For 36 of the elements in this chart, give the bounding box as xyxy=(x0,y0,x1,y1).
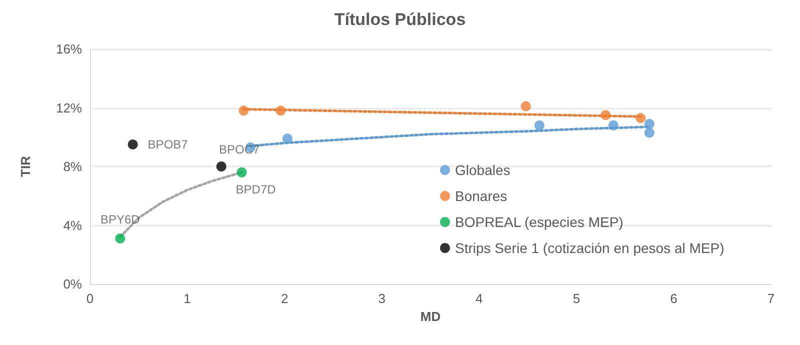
point xyxy=(276,106,286,116)
point xyxy=(236,167,247,178)
legend-label: BOPREAL (especies MEP) xyxy=(455,214,624,230)
point xyxy=(115,233,126,244)
annotation: BPOB7 xyxy=(148,137,188,152)
x-tick-label: 4 xyxy=(476,291,483,306)
point xyxy=(238,106,249,116)
x-tick-label: 7 xyxy=(767,291,775,306)
y-tick-label: 4% xyxy=(63,218,82,233)
x-tick-label: 5 xyxy=(572,291,580,306)
point xyxy=(216,162,226,172)
x-tick-label: 6 xyxy=(670,291,678,306)
legend-label: Bonares xyxy=(455,188,508,204)
chart-title: Títulos Públicos xyxy=(334,10,466,29)
point xyxy=(282,134,292,144)
x-tick-label: 3 xyxy=(378,291,386,306)
y-axis-title: TIR xyxy=(18,155,33,177)
legend-label: Globales xyxy=(455,162,510,178)
point xyxy=(644,128,654,138)
point xyxy=(608,120,618,130)
point xyxy=(520,101,531,112)
y-tick-label: 12% xyxy=(56,100,82,116)
y-tick-label: 16% xyxy=(56,42,82,56)
annotation: BPD7D xyxy=(236,182,276,196)
point xyxy=(128,139,138,150)
x-axis-title: MD xyxy=(420,308,441,324)
point xyxy=(636,113,646,124)
y-tick-label: 8% xyxy=(63,159,82,174)
y-tick-label: 0% xyxy=(63,276,82,292)
legend-label: Strips Serie 1 (cotización en pesos al MEP) xyxy=(455,240,724,256)
point xyxy=(534,120,544,130)
x-tick-label: 0 xyxy=(86,291,94,306)
point xyxy=(644,118,654,129)
point xyxy=(600,110,611,120)
x-tick-label: 1 xyxy=(184,291,191,306)
x-tick-label: 2 xyxy=(280,291,288,306)
